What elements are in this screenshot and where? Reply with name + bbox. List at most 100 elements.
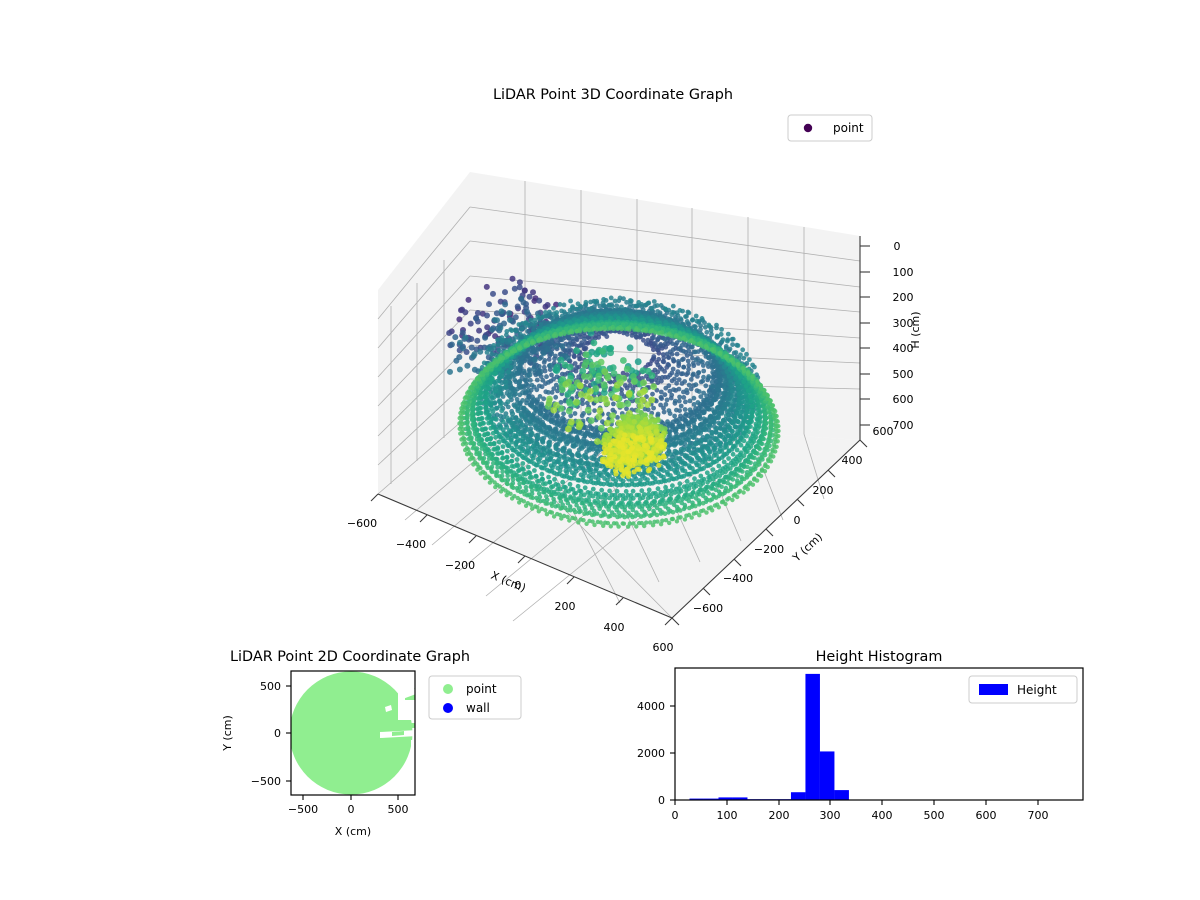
scatter-point-3d [645, 337, 651, 343]
scatter-point-3d [546, 441, 552, 447]
scatter-point-3d [704, 397, 709, 403]
scatter-point-3d [509, 411, 516, 417]
scatter-point-3d [571, 495, 577, 501]
scatter-point-3d [499, 450, 505, 455]
scatter-point-3d [685, 358, 691, 364]
scatter-point-3d [519, 422, 525, 428]
scatter-point-3d [573, 490, 579, 496]
scatter-point-3d [637, 471, 643, 477]
scatter-point-3d [565, 347, 571, 353]
scatter-point-3d [561, 453, 567, 459]
scatter-point-3d [580, 401, 585, 407]
scatter-point-3d [711, 409, 718, 415]
scatter-point-3d [546, 390, 551, 395]
scatter-point-3d [487, 475, 492, 480]
scatter-point-3d [656, 479, 662, 485]
scatter-point-3d [683, 418, 689, 424]
scatter-point-3d [535, 434, 541, 440]
y-axis-label-3d: Y (cm) [789, 531, 825, 565]
scatter-point-3d [691, 395, 697, 401]
scatter-point-3d [676, 398, 682, 404]
scatter-point-3d [529, 430, 535, 436]
scatter-point-3d [745, 420, 751, 425]
scatter-point-3d [566, 449, 572, 455]
scatter-point-3d [764, 444, 770, 450]
scatter-point-3d [634, 524, 639, 529]
scatter-point-3d [755, 451, 760, 456]
scatter-point-3d [682, 452, 688, 458]
x-tick-label: 200 [555, 600, 576, 613]
scatter-point-3d [774, 413, 779, 419]
scatter-point-3d [492, 416, 498, 422]
scatter-point-3d [555, 486, 560, 492]
scatter-point-3d [682, 407, 688, 412]
scatter-point-3d [586, 498, 592, 504]
scatter-point-3d [673, 440, 679, 446]
scatter-point-3d [542, 489, 547, 495]
scatter-point-3d [478, 471, 483, 476]
scatter-point-3d [598, 513, 604, 519]
scatter-point-3d [615, 419, 623, 427]
scatter-point-3d [504, 481, 510, 487]
scatter-point-3d [698, 473, 704, 479]
scatter-point-3d [704, 434, 710, 440]
scatter-point-3d [495, 445, 500, 450]
scatter-point-3d [482, 475, 488, 481]
scatter-point-3d [676, 386, 682, 392]
scatter-point-3d [542, 450, 548, 456]
scatter-point-3d [659, 375, 665, 380]
scatter-point-3d [709, 430, 715, 436]
scatter-point-3d [729, 383, 735, 389]
scatter-point-3d [724, 401, 730, 407]
scatter-point-3d [615, 514, 620, 520]
scatter-point-3d [469, 406, 475, 411]
scatter-point-3d [581, 518, 586, 523]
scatter-point-3d [610, 438, 617, 444]
scatter-point-3d [693, 382, 699, 388]
scatter-point-3d [759, 441, 765, 447]
scatter-point-3d [670, 516, 676, 522]
scatter-point-3d [499, 477, 504, 482]
scatter-point-3d [698, 358, 704, 364]
scatter-point-3d [578, 472, 584, 478]
scatter-point-3d [692, 476, 697, 482]
scatter-point-3d [621, 521, 627, 526]
scatter-point-3d [509, 445, 515, 451]
scatter-point-3d [587, 469, 593, 475]
scatter-point-3d [655, 519, 660, 524]
scatter-point-3d [690, 466, 695, 471]
scatter-point-3d [646, 487, 652, 493]
scatter-point-3d [553, 481, 559, 487]
scatter-point-3d [683, 399, 688, 405]
scatter-point-3d [595, 511, 600, 516]
scatter-point-3d [631, 418, 637, 425]
scatter-point-3d [467, 457, 473, 462]
scatter-point-3d [656, 462, 662, 468]
y-tick-label: −600 [693, 602, 723, 615]
scatter-point-3d [727, 425, 733, 431]
scatter-point-3d [575, 477, 581, 483]
scatter-point-3d [566, 400, 574, 407]
scatter-point-3d [638, 477, 643, 483]
scatter-point-3d [487, 441, 493, 447]
scatter-point-3d [563, 505, 568, 510]
scatter-point-3d [744, 464, 750, 470]
scatter-point-3d [642, 416, 649, 422]
scatter-point-3d [763, 462, 768, 467]
scatter-point-3d [476, 416, 481, 422]
scatter-point-3d [458, 410, 463, 416]
scatter-point-3d [572, 398, 580, 406]
y-tick-labels-3d: −600 −400 −200 0 200 400 600 [693, 425, 894, 615]
scatter-point-3d [748, 460, 753, 466]
scatter-point-3d [662, 336, 668, 342]
scatter-point-3d [512, 369, 517, 375]
scatter-point-3d [744, 433, 749, 439]
scatter-point-3d [483, 451, 488, 457]
scatter-point-3d [686, 362, 692, 368]
scatter-point-3d [596, 499, 601, 505]
scatter-point-3d [672, 376, 677, 382]
scatter-point-3d [735, 431, 741, 437]
scatter-point-3d [551, 386, 557, 391]
scatter-point-3d [573, 466, 579, 472]
scatter-point-3d [512, 335, 518, 340]
